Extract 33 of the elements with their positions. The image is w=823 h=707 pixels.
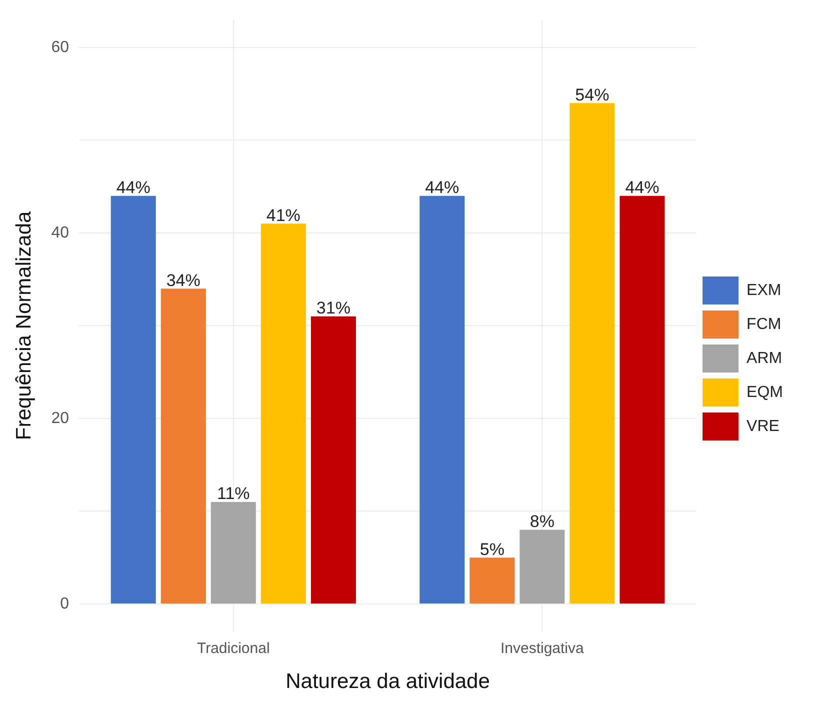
data-label: 41%	[266, 206, 300, 225]
legend-label: ARM	[746, 350, 782, 367]
x-axis-title: Natureza da atividade	[286, 670, 490, 694]
bar	[310, 316, 356, 604]
data-label: 11%	[217, 484, 250, 504]
x-tick-label: Tradicional	[196, 640, 270, 657]
legend-label: EXM	[746, 282, 782, 299]
data-label: 5%	[480, 540, 504, 559]
bar	[420, 196, 465, 604]
data-label: 44%	[625, 178, 660, 198]
bar	[210, 502, 256, 604]
x-tick-label: Investigativa	[500, 640, 585, 657]
bar	[570, 103, 615, 604]
data-label: 34%	[166, 270, 200, 290]
legend-label: FCM	[746, 316, 782, 333]
y-tick-label: 0	[60, 595, 70, 612]
data-label: 31%	[316, 298, 350, 318]
y-tick-label: 60	[51, 38, 70, 56]
legend-label: EQM	[746, 384, 784, 401]
y-axis-title: Frequência Normalizada	[12, 210, 36, 440]
legend-label: VRE	[746, 418, 780, 435]
bar	[110, 196, 156, 604]
data-label: 44%	[425, 178, 460, 198]
data-label: 54%	[575, 85, 610, 104]
data-label: 44%	[116, 178, 150, 198]
data-label: 8%	[530, 512, 554, 531]
y-tick-label: 40	[51, 224, 70, 242]
bar	[160, 288, 206, 604]
bar	[470, 558, 515, 604]
bar	[520, 530, 565, 604]
bar	[620, 196, 665, 604]
bar	[260, 224, 306, 604]
y-tick-label: 20	[51, 410, 70, 427]
